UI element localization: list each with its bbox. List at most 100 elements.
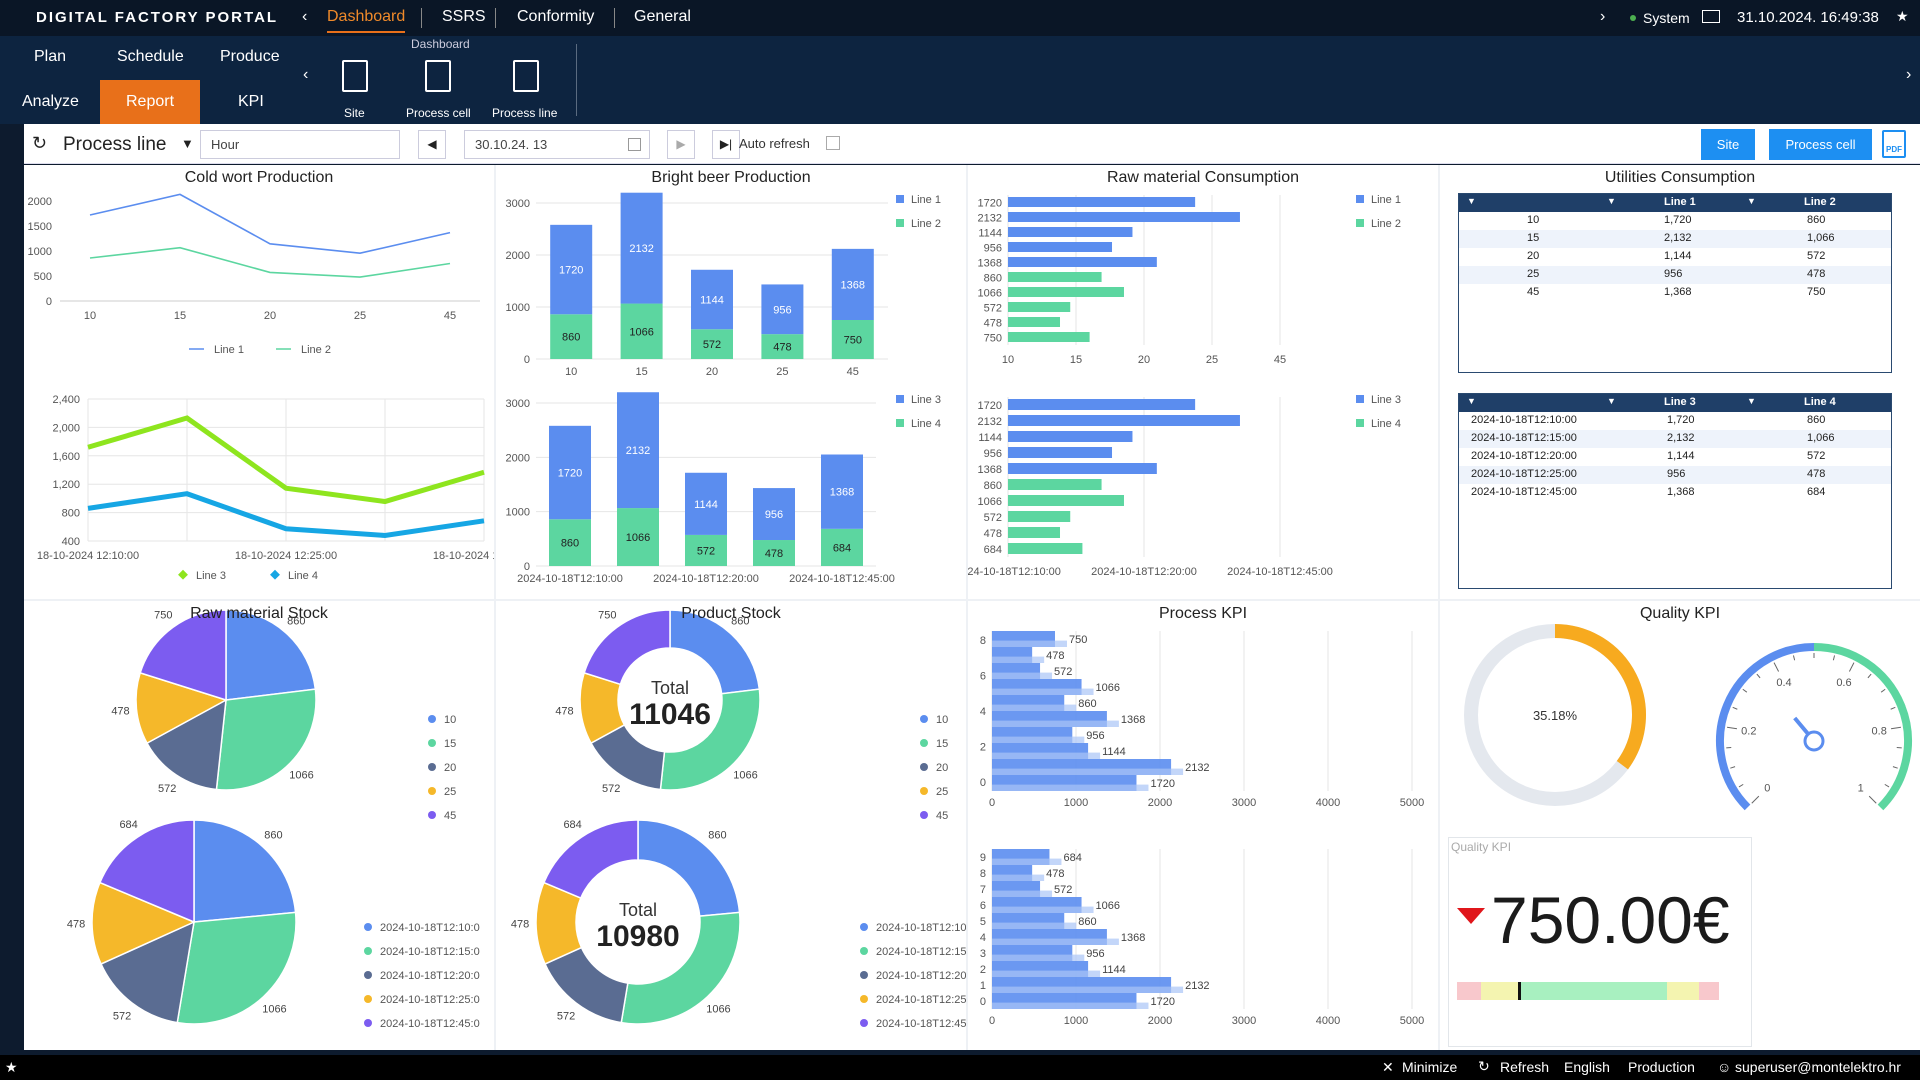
column-header[interactable]: Line 3 [1664, 396, 1696, 408]
chevron-right-icon[interactable]: › [1600, 8, 1606, 25]
filter-icon[interactable]: ▼ [1607, 196, 1616, 206]
y-tick-label: 500 [34, 271, 52, 283]
column-header[interactable]: Line 2 [1804, 196, 1836, 208]
refresh-button[interactable]: Refresh [1500, 1059, 1550, 1075]
ribbon-item-site[interactable]: Site [320, 60, 392, 124]
bar [1008, 302, 1071, 312]
bar-data-label: 1368 [1121, 932, 1145, 944]
pdf-export-icon[interactable]: PDF [1882, 130, 1906, 158]
legend-label: 45 [444, 810, 456, 822]
tab-dashboard[interactable]: Dashboard [327, 8, 406, 33]
side-nav-schedule[interactable]: Schedule [117, 48, 184, 65]
filter-icon[interactable]: ▼ [1467, 196, 1476, 206]
tab-general[interactable]: General [634, 8, 691, 25]
pie-slice [139, 609, 227, 702]
y-tick-label: 8 [980, 635, 986, 647]
side-nav-produce[interactable]: Produce [220, 48, 280, 65]
side-nav-report[interactable] [100, 80, 200, 124]
table-row: 2024-10-18T12:45:00 1,368 684 [1459, 484, 1891, 502]
table-cell: 2,132 [1667, 432, 1695, 444]
ribbon-chevron-right-icon[interactable]: › [1906, 66, 1912, 83]
gauge-tick [1890, 726, 1901, 730]
y-tick-label: 8 [980, 868, 986, 880]
y-tick-label: 860 [984, 480, 1002, 492]
tab-conformity[interactable]: Conformity [517, 8, 595, 25]
ribbon-chevron-left-icon[interactable]: ‹ [303, 66, 309, 83]
column-header[interactable]: Line 4 [1804, 396, 1836, 408]
refresh-icon[interactable]: ↻ [1478, 1058, 1490, 1074]
filter-icon[interactable]: ▼ [1747, 196, 1756, 206]
bar-segment [761, 284, 804, 335]
bar-segment [753, 540, 795, 566]
legend-label: 15 [936, 738, 948, 750]
bar [1008, 287, 1124, 297]
side-nav-report-label[interactable]: Report [126, 93, 175, 110]
gauge-tick [1890, 706, 1896, 710]
bar-data-label: 956 [1086, 948, 1104, 960]
site-button[interactable]: Site [1701, 129, 1755, 160]
panel-raw-material-consumption: Raw material Consumption 10 15 20 25 45 1720 2… [955, 165, 1438, 599]
panel-title: Bright beer Production [651, 169, 811, 186]
filter-icon[interactable]: ▼ [1607, 396, 1616, 406]
cold-wort-charts: 0 500 1000 1500 2000 10 15 20 25 45 Line 1 Line 2 40… [28, 193, 535, 582]
auto-refresh-checkbox[interactable] [826, 136, 840, 150]
user-name[interactable]: superuser@montelektro.hr [1735, 1059, 1901, 1075]
side-nav-plan[interactable]: Plan [34, 48, 67, 65]
filter-icon[interactable]: ▼ [1467, 396, 1476, 406]
interval-select[interactable]: Hour [200, 130, 400, 159]
pie-slice [135, 671, 228, 745]
legend-marker [1356, 419, 1364, 427]
bar-data-label: 478 [773, 342, 791, 354]
utilities-table-1: ▼ ▼ ▼ Line 1 Line 2 10 1,720 860 15 2,132 1,066 20 1… [1458, 193, 1892, 373]
table-cell: 860 [1807, 214, 1826, 226]
pin-icon[interactable]: ★ [1896, 8, 1909, 24]
legend-label: 45 [936, 810, 948, 822]
bar-data-label: 1720 [1150, 778, 1174, 790]
y-tick-label: 1066 [978, 496, 1002, 508]
next-button[interactable]: ▶ [667, 130, 695, 159]
last-button[interactable]: ▶| [712, 130, 740, 159]
pin-icon[interactable]: ★ [5, 1059, 18, 1075]
bar-data-label: 1144 [694, 499, 718, 511]
kpi-card-value: 750.00€ [1491, 883, 1730, 957]
gauge-tick [1868, 795, 1877, 804]
donut-progress [1554, 624, 1646, 770]
process-cell-button[interactable]: Process cell [1769, 129, 1872, 160]
language-button[interactable]: English [1564, 1059, 1610, 1075]
bar-data-label: 478 [1046, 868, 1064, 880]
column-header[interactable]: Line 1 [1664, 196, 1696, 208]
minimize-icon[interactable]: ✕ [1382, 1059, 1394, 1075]
minimize-button[interactable]: Minimize [1402, 1059, 1458, 1075]
pie-slice [583, 609, 671, 686]
bar-segment [761, 334, 804, 359]
filter-icon[interactable]: ▼ [1747, 396, 1756, 406]
user-icon[interactable]: ☺ [1717, 1059, 1732, 1075]
date-input[interactable]: 30.10.24. 13 [464, 130, 650, 159]
system-label[interactable]: System [1643, 10, 1690, 26]
pdf-label: PDF [1886, 145, 1902, 154]
table-cell: 572 [1807, 250, 1826, 262]
tab-ssrs[interactable]: SSRS [442, 8, 486, 25]
legend-label: Line 2 [1371, 218, 1401, 230]
mail-icon[interactable] [1702, 10, 1720, 23]
y-tick-label: 750 [984, 333, 1002, 345]
environment-label[interactable]: Production [1628, 1059, 1695, 1075]
pie-slice [176, 911, 297, 1025]
filter-icon[interactable]: ▼ [181, 136, 194, 151]
side-nav-kpi[interactable]: KPI [238, 93, 264, 110]
bar-data-label: 572 [1054, 666, 1072, 678]
refresh-icon[interactable]: ↻ [32, 133, 48, 153]
prev-button[interactable]: ◀ [418, 130, 446, 159]
bar-segment [685, 534, 727, 566]
chevron-left-icon[interactable]: ‹ [302, 8, 308, 25]
ribbon-item-process-cell[interactable]: Process cell [400, 60, 480, 124]
side-nav-analyze[interactable]: Analyze [22, 93, 79, 110]
calendar-icon[interactable] [628, 138, 641, 151]
ribbon-item-process-line[interactable]: Process line [487, 60, 567, 124]
legend-label: Line 4 [288, 570, 318, 582]
legend-label: 2024-10-18T12:10:0 [380, 922, 480, 934]
x-tick-label: 10 [84, 310, 96, 322]
table-header: ▼ ▼ ▼ Line 3 Line 4 [1459, 394, 1891, 412]
pie-data-label: 478 [67, 919, 85, 931]
status-bar: ★ ✕ Minimize ↻ Refresh English Productio… [0, 1055, 1920, 1080]
